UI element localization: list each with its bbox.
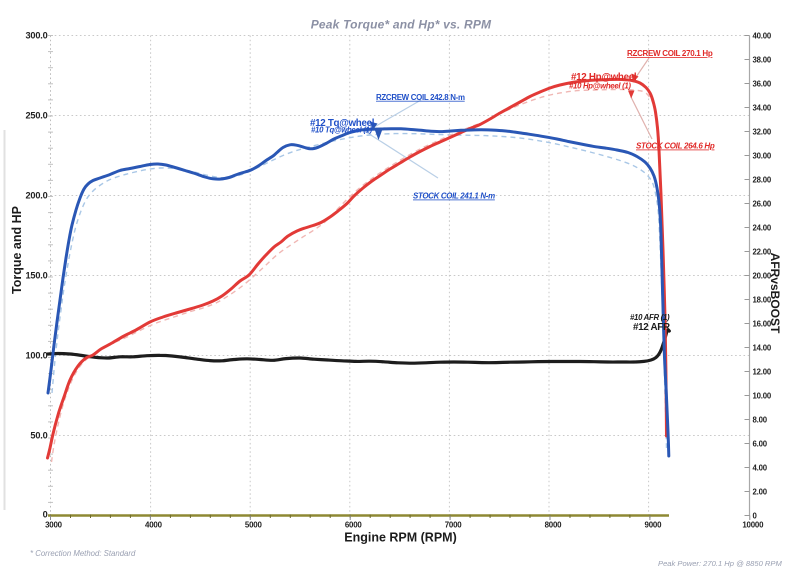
svg-text:12.00: 12.00 xyxy=(753,367,772,376)
svg-text:0: 0 xyxy=(753,511,758,520)
svg-text:18.00: 18.00 xyxy=(753,295,772,304)
svg-text:STOCK COIL 241.1 N-m: STOCK COIL 241.1 N-m xyxy=(413,192,495,201)
svg-text:STOCK COIL 264.6 Hp: STOCK COIL 264.6 Hp xyxy=(636,142,715,151)
svg-text:150.0: 150.0 xyxy=(26,271,48,281)
svg-text:26.00: 26.00 xyxy=(753,199,772,208)
svg-text:6000: 6000 xyxy=(345,521,363,530)
svg-text:8000: 8000 xyxy=(545,521,563,530)
svg-text:#10 Tq@wheel (1): #10 Tq@wheel (1) xyxy=(311,126,373,135)
svg-text:#12 Tq@wheel: #12 Tq@wheel xyxy=(310,118,375,129)
svg-text:28.00: 28.00 xyxy=(753,175,772,184)
svg-text:6.00: 6.00 xyxy=(753,439,768,448)
svg-text:32.00: 32.00 xyxy=(753,127,772,136)
svg-text:10000: 10000 xyxy=(742,521,764,530)
svg-text:3000: 3000 xyxy=(45,521,63,530)
svg-text:Engine RPM (RPM): Engine RPM (RPM) xyxy=(344,531,457,545)
svg-text:5000: 5000 xyxy=(245,521,263,530)
svg-text:Torque and HP: Torque and HP xyxy=(10,206,24,294)
svg-text:100.0: 100.0 xyxy=(26,351,48,361)
svg-text:300.0: 300.0 xyxy=(26,31,48,41)
svg-text:20.00: 20.00 xyxy=(753,271,772,280)
svg-text:* Correction Method: Standard: * Correction Method: Standard xyxy=(30,549,136,558)
svg-text:RZCREW COIL 270.1 Hp: RZCREW COIL 270.1 Hp xyxy=(627,49,713,58)
svg-text:0: 0 xyxy=(43,510,48,520)
svg-text:24.00: 24.00 xyxy=(753,223,772,232)
svg-text:38.00: 38.00 xyxy=(753,55,772,64)
svg-text:2.00: 2.00 xyxy=(753,487,768,496)
svg-text:34.00: 34.00 xyxy=(753,103,772,112)
svg-text:#12 Hp@wheel: #12 Hp@wheel xyxy=(571,72,637,83)
svg-text:8.00: 8.00 xyxy=(753,415,768,424)
svg-text:#10 Hp@wheel (1): #10 Hp@wheel (1) xyxy=(569,81,631,90)
svg-text:36.00: 36.00 xyxy=(753,79,772,88)
svg-text:14.00: 14.00 xyxy=(753,343,772,352)
svg-text:Peak Power: 270.1 Hp @ 8850 RP: Peak Power: 270.1 Hp @ 8850 RPM xyxy=(658,559,782,568)
svg-text:RZCREW COIL 242.8 N-m: RZCREW COIL 242.8 N-m xyxy=(376,93,465,102)
svg-text:7000: 7000 xyxy=(445,521,463,530)
svg-text:10.00: 10.00 xyxy=(753,391,772,400)
svg-text:9000: 9000 xyxy=(645,521,663,530)
svg-text:AFRvsBOOST: AFRvsBOOST xyxy=(768,253,782,334)
svg-text:#12 AFR: #12 AFR xyxy=(633,322,670,333)
svg-text:4.00: 4.00 xyxy=(753,463,768,472)
svg-text:250.0: 250.0 xyxy=(26,111,48,121)
svg-text:30.00: 30.00 xyxy=(753,151,772,160)
svg-text:200.0: 200.0 xyxy=(26,191,48,201)
svg-text:Peak Torque* and Hp* vs. RPM: Peak Torque* and Hp* vs. RPM xyxy=(311,18,492,32)
svg-text:22.00: 22.00 xyxy=(753,247,772,256)
svg-text:16.00: 16.00 xyxy=(753,319,772,328)
svg-text:40.00: 40.00 xyxy=(753,31,772,40)
svg-text:4000: 4000 xyxy=(145,521,163,530)
svg-text:#10 AFR (1): #10 AFR (1) xyxy=(630,313,670,322)
svg-text:50.0: 50.0 xyxy=(30,431,47,441)
